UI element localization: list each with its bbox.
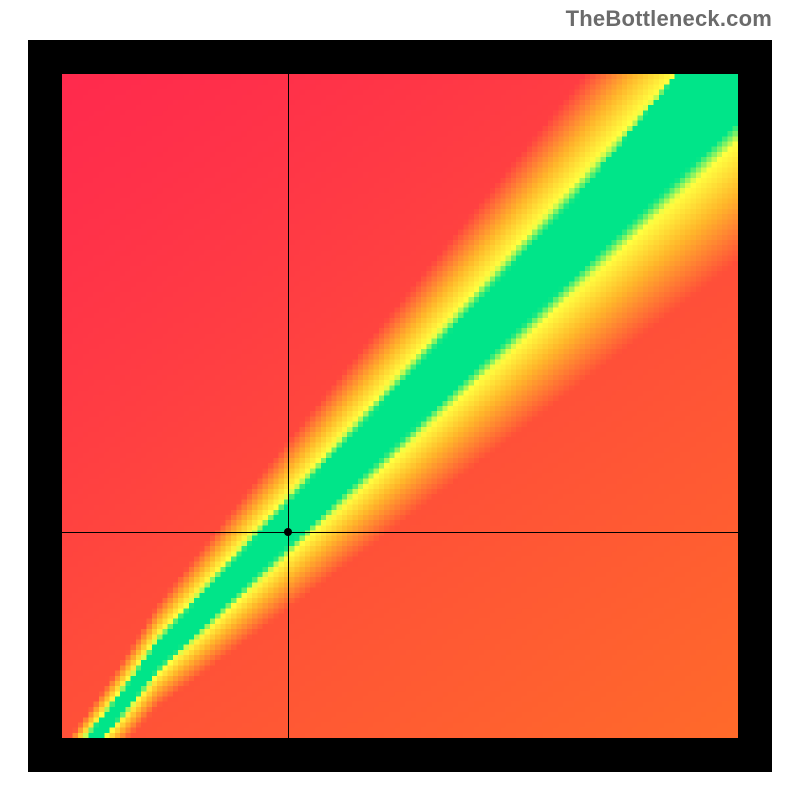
crosshair-marker bbox=[284, 528, 292, 536]
crosshair-horizontal bbox=[62, 532, 738, 533]
watermark-text: TheBottleneck.com bbox=[566, 6, 772, 32]
plot-area bbox=[62, 74, 738, 738]
heatmap-canvas bbox=[62, 74, 738, 738]
bottleneck-chart-container: TheBottleneck.com bbox=[0, 0, 800, 800]
plot-frame bbox=[28, 40, 772, 772]
crosshair-vertical bbox=[288, 74, 289, 738]
